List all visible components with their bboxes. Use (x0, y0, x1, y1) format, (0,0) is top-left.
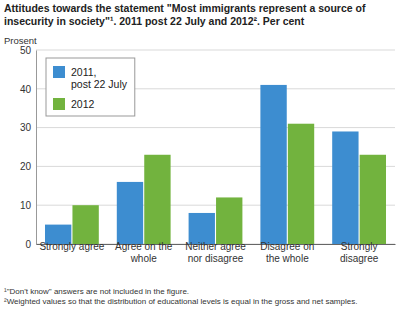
x-tick: Agree on thewhole (115, 241, 173, 264)
y-axis-line (36, 51, 37, 245)
chart: Attitudes towards the statement "Most im… (0, 0, 401, 322)
legend: 2011,post 22 July 2012 (46, 58, 135, 116)
bar-series (45, 85, 359, 244)
y-tick-label: 30 (20, 122, 32, 133)
x-tick-label: Agree on thewhole (115, 241, 173, 264)
x-tick: Neither agreenor disagree (185, 241, 246, 264)
x-tick-label: Disagree onthe whole (260, 241, 314, 264)
x-tick-label: Stronglydisagree (340, 241, 379, 264)
legend-box (46, 58, 135, 116)
x-axis: Strongly agree Agree on thewhole Neither a… (37, 241, 396, 264)
bar (260, 85, 286, 244)
x-tick: Strongly agree (39, 241, 104, 252)
y-tick-label: 40 (20, 84, 32, 95)
y-tick: 20 (20, 161, 36, 172)
footnote: ¹"Don't know" answers are not included i… (4, 287, 189, 296)
y-tick-label: 0 (25, 239, 31, 250)
bar (72, 205, 98, 244)
y-tick: 40 (20, 84, 36, 95)
y-tick-label: 10 (20, 200, 32, 211)
bar (288, 124, 314, 244)
grid (36, 50, 395, 244)
y-tick: 30 (20, 122, 36, 133)
bar (216, 197, 242, 244)
y-tick: 0 (25, 239, 36, 250)
legend-swatch (53, 66, 65, 78)
bar (332, 131, 358, 244)
legend-swatch (53, 98, 65, 110)
y-tick-label: 20 (20, 161, 32, 172)
legend-label: 2012 (71, 98, 95, 110)
bar (189, 213, 215, 244)
y-tick-label: 50 (20, 45, 32, 56)
grid-line (36, 50, 395, 51)
x-tick: Disagree onthe whole (260, 241, 314, 264)
bar-series (72, 124, 386, 244)
title: Attitudes towards the statement "Most im… (4, 2, 366, 27)
legend-label: 2011,post 22 July (71, 66, 128, 90)
x-tick-label: Strongly agree (39, 241, 104, 252)
footnote: ²Weighted values so that the distributio… (4, 297, 357, 306)
bar (360, 155, 386, 244)
y-tick: 50 (20, 45, 36, 56)
bar (117, 182, 143, 244)
y-tick: 10 (20, 200, 36, 211)
x-tick-label: Neither agreenor disagree (185, 241, 246, 264)
grid-line (36, 127, 395, 128)
bar (144, 155, 170, 244)
plot: 0 10 20 30 40 50 Strongly agree Agree on thewho… (20, 45, 396, 264)
y-axis: 0 10 20 30 40 50 (20, 45, 37, 250)
x-tick: Stronglydisagree (340, 241, 379, 264)
